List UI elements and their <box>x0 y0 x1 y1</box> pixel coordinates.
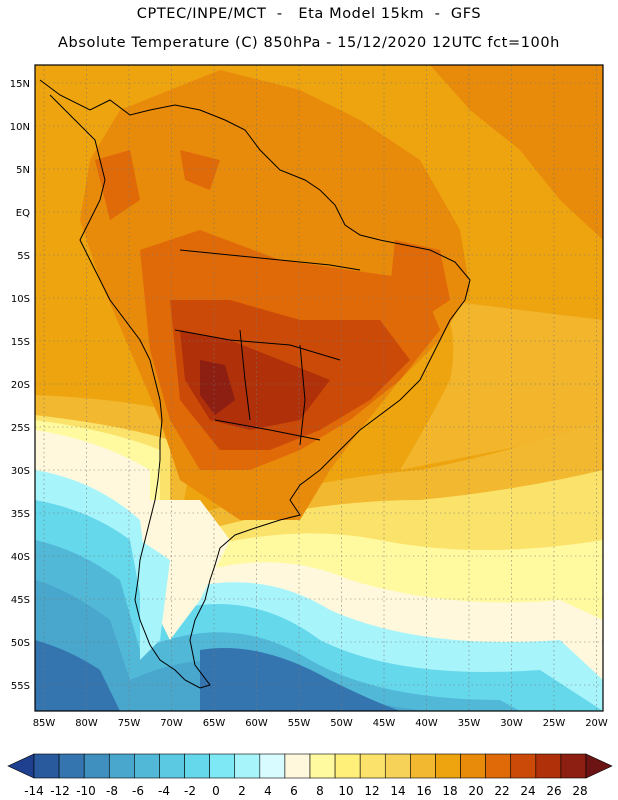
colorbar-segment <box>159 753 185 779</box>
colorbar-label: -8 <box>106 784 118 798</box>
lon-label: 55W <box>288 718 311 729</box>
colorbar-label: 24 <box>520 784 535 798</box>
lon-label: 60W <box>245 718 268 729</box>
colorbar-segment <box>83 753 110 779</box>
lon-label: 70W <box>160 718 183 729</box>
colorbar-segment <box>259 753 286 779</box>
lat-label: 50S <box>11 638 30 649</box>
colorbar-segment <box>485 753 512 779</box>
colorbar-label: 8 <box>316 784 324 798</box>
map-frame <box>34 64 604 712</box>
lat-label: 5S <box>17 251 30 262</box>
colorbar-segment <box>184 753 210 779</box>
colorbar-label: -4 <box>158 784 170 798</box>
lon-label: 35W <box>458 718 481 729</box>
colorbar-segment <box>535 753 562 779</box>
lat-label: 35S <box>11 509 30 520</box>
colorbar-labels: -14 -12 -10 -8 -6 -4 -2 0 2 4 6 8 10 12 … <box>24 784 587 798</box>
latitude-labels: 15N 10N 5N EQ 5S 10S 15S 20S 25S 30S 35S… <box>10 79 30 692</box>
colorbar-segment <box>334 753 361 779</box>
colorbar <box>7 753 613 779</box>
lon-label: 30W <box>500 718 523 729</box>
lon-label: 45W <box>373 718 396 729</box>
lon-label: 40W <box>415 718 438 729</box>
colorbar-label: -2 <box>184 784 196 798</box>
lat-label: 15N <box>10 79 30 90</box>
coastline <box>39 79 471 689</box>
lon-label: 50W <box>330 718 353 729</box>
lat-label: 45S <box>11 595 30 606</box>
colorbar-label: 4 <box>264 784 272 798</box>
colorbar-arrow-min <box>7 753 35 779</box>
colorbar-label: 18 <box>442 784 457 798</box>
colorbar-label: -12 <box>50 784 70 798</box>
lat-label: 10S <box>11 294 30 305</box>
longitude-labels: 85W 80W 75W 70W 65W 60W 55W 50W 45W 40W … <box>33 718 608 729</box>
lat-label: 5N <box>16 165 30 176</box>
lat-label: 40S <box>11 552 30 563</box>
lat-label: EQ <box>16 208 30 219</box>
colorbar-segment <box>108 753 135 779</box>
colorbar-segment <box>460 753 486 779</box>
lat-label: 30S <box>11 466 30 477</box>
colorbar-label: 16 <box>416 784 431 798</box>
lon-label: 85W <box>33 718 56 729</box>
colorbar-segment <box>510 753 537 779</box>
colorbar-segment <box>134 753 160 779</box>
colorbar-segment <box>560 753 587 779</box>
graticule <box>35 65 603 711</box>
lat-label: 15S <box>11 337 30 348</box>
lon-label: 65W <box>203 718 226 729</box>
colorbar-segment <box>209 753 236 779</box>
colorbar-segment <box>309 753 336 779</box>
title-line-1: CPTEC/INPE/MCT - Eta Model 15km - GFS <box>136 6 482 22</box>
lon-label: 75W <box>118 718 141 729</box>
lon-label: 20W <box>585 718 608 729</box>
colorbar-segment <box>410 753 436 779</box>
lat-label: 20S <box>11 380 30 391</box>
lat-label: 25S <box>11 423 30 434</box>
colorbar-label: -10 <box>76 784 96 798</box>
colorbar-label: 10 <box>338 784 353 798</box>
colorbar-segment <box>384 753 411 779</box>
colorbar-label: 12 <box>364 784 379 798</box>
colorbar-label: 28 <box>572 784 587 798</box>
title-line-2: Absolute Temperature (C) 850hPa - 15/12/… <box>58 35 560 51</box>
colorbar-label: 26 <box>546 784 561 798</box>
colorbar-label: 22 <box>494 784 509 798</box>
colorbar-label: 20 <box>468 784 483 798</box>
colorbar-label: -6 <box>132 784 144 798</box>
colorbar-arrow-max <box>585 753 613 779</box>
colorbar-segment <box>359 753 386 779</box>
colorbar-segment <box>284 753 311 779</box>
colorbar-segment <box>33 753 60 779</box>
lon-label: 25W <box>543 718 566 729</box>
lat-label: 55S <box>11 681 30 692</box>
colorbar-label: 14 <box>390 784 405 798</box>
colorbar-segment <box>234 753 261 779</box>
lat-label: 10N <box>10 122 30 133</box>
lon-label: 80W <box>75 718 98 729</box>
colorbar-label: -14 <box>24 784 44 798</box>
temperature-field <box>35 65 603 711</box>
colorbar-label: 6 <box>290 784 298 798</box>
colorbar-label: 0 <box>212 784 220 798</box>
colorbar-segment <box>58 753 85 779</box>
colorbar-segment <box>435 753 461 779</box>
colorbar-label: 2 <box>238 784 246 798</box>
